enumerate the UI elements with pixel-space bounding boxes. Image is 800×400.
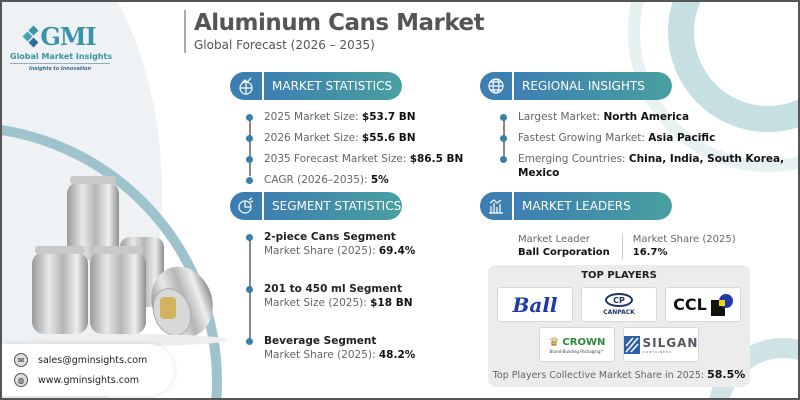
segment-statistics-header: SEGMENT STATISTICS <box>230 192 402 220</box>
globe-icon: ◍ <box>14 373 28 387</box>
leader-value: Ball Corporation <box>518 247 610 258</box>
list-item: Emerging Countries: China, India, South … <box>500 152 798 180</box>
contact-card: ✉ sales@gminsights.com ◍ www.gminsights.… <box>2 344 174 396</box>
header: Aluminum Cans Market Global Forecast (20… <box>184 10 485 53</box>
section-title: MARKET STATISTICS <box>264 72 402 100</box>
top-players-panel: TOP PLAYERS Ball CP CANPACK CCL ♛ CROWN Br… <box>488 265 750 387</box>
list-item: 201 to 450 ml Segment Market Size (2025):… <box>246 282 476 310</box>
brand-tagline: Insights to Innovation <box>28 66 92 72</box>
list-item: Fastest Growing Market: Asia Pacific <box>500 131 798 145</box>
list-item: Largest Market: North America <box>500 110 798 124</box>
list-item: 2-piece Cans Segment Market Share (2025):… <box>246 230 476 258</box>
list-item: 2025 Market Size: $53.7 BN <box>246 110 476 124</box>
section-title: REGIONAL INSIGHTS <box>514 72 672 100</box>
top-players-share: Top Players Collective Market Share in 2… <box>492 368 746 381</box>
market-leaders-header: MARKET LEADERS <box>480 192 672 220</box>
aluminum-cans-image <box>28 176 228 346</box>
silgan-logo: SILGAN CONTAINERS <box>623 327 699 362</box>
canpack-logo: CP CANPACK <box>581 287 657 322</box>
website-link[interactable]: www.gminsights.com <box>38 374 140 386</box>
email-link[interactable]: sales@gminsights.com <box>38 354 148 366</box>
top-players-title: TOP PLAYERS <box>581 270 657 281</box>
globe-icon <box>480 72 514 100</box>
list-item: CAGR (2026–2035): 5% <box>246 173 476 187</box>
page-title: Aluminum Cans Market <box>194 10 485 36</box>
regional-insights-header: REGIONAL INSIGHTS <box>480 72 672 100</box>
segment-statistics-list: 2-piece Cans Segment Market Share (2025):… <box>246 230 476 362</box>
share-label: Market Share (2025) <box>632 234 736 245</box>
brand-name: Global Market Insights <box>10 52 112 64</box>
segment-chart-icon <box>230 192 264 220</box>
page-subtitle: Global Forecast (2026 – 2035) <box>194 38 375 52</box>
section-title: SEGMENT STATISTICS <box>264 192 402 220</box>
email-icon: ✉ <box>14 353 28 367</box>
logo-text: GMI <box>40 22 96 51</box>
market-leader-info: Market Leader Ball Corporation Market Sh… <box>518 233 748 259</box>
crown-logo: ♛ CROWN Brand-Building Packaging™ <box>539 327 615 362</box>
globe-chart-icon <box>230 72 264 100</box>
market-statistics-header: MARKET STATISTICS <box>230 72 402 100</box>
section-title: MARKET LEADERS <box>514 192 672 220</box>
list-item: 2035 Forecast Market Size: $86.5 BN <box>246 152 476 166</box>
gmi-logo: GMI Global Market Insights Insights to I… <box>10 22 112 72</box>
share-value: 16.7% <box>632 247 668 258</box>
list-item: Beverage Segment Market Share (2025): 48.… <box>246 334 476 362</box>
ball-logo: Ball <box>497 287 573 322</box>
bar-chart-icon <box>480 192 514 220</box>
market-statistics-list: 2025 Market Size: $53.7 BN 2026 Market S… <box>246 110 476 187</box>
regional-insights-list: Largest Market: North America Fastest Gr… <box>500 110 798 180</box>
leader-label: Market Leader <box>518 234 590 245</box>
diamond-logo-icon <box>22 25 39 48</box>
ccl-logo: CCL <box>665 287 741 322</box>
list-item: 2026 Market Size: $55.6 BN <box>246 131 476 145</box>
